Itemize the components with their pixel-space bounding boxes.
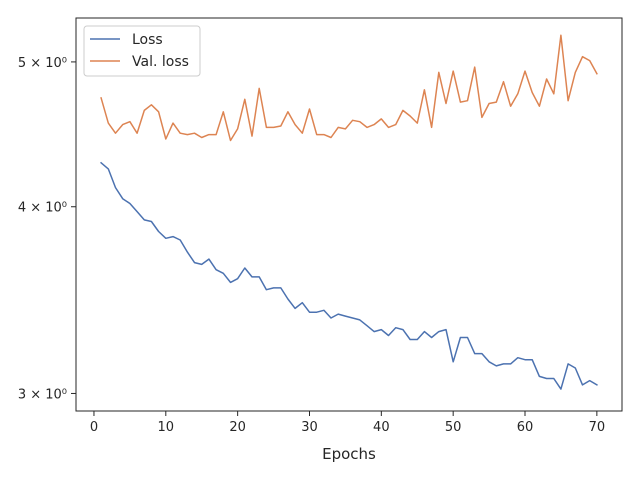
legend: Loss Val. loss (83, 25, 201, 77)
plot-frame (75, 17, 623, 412)
x-axis-label: Epochs (322, 445, 376, 463)
x-tick-label: 10 (158, 420, 175, 435)
x-tick-label: 60 (517, 420, 534, 435)
series-lines (100, 34, 598, 390)
x-tick-label: 20 (229, 420, 246, 435)
y-axis: 3 × 10⁰ 4 × 10⁰ 5 × 10⁰ (18, 56, 76, 402)
x-axis: 0 10 20 30 40 50 60 70 (90, 411, 605, 435)
y-tick-label: 4 × 10⁰ (18, 201, 67, 216)
y-tick-label: 5 × 10⁰ (18, 56, 67, 71)
legend-label: Loss (132, 32, 163, 48)
y-tick-label: 3 × 10⁰ (18, 387, 67, 402)
x-tick-label: 70 (589, 420, 606, 435)
x-tick-label: 40 (373, 420, 390, 435)
x-tick-label: 30 (301, 420, 318, 435)
legend-label: Val. loss (132, 54, 189, 70)
x-tick-label: 50 (445, 420, 462, 435)
series-line-1 (100, 161, 598, 390)
series-line-2 (100, 34, 598, 142)
x-tick-label: 0 (90, 420, 98, 435)
